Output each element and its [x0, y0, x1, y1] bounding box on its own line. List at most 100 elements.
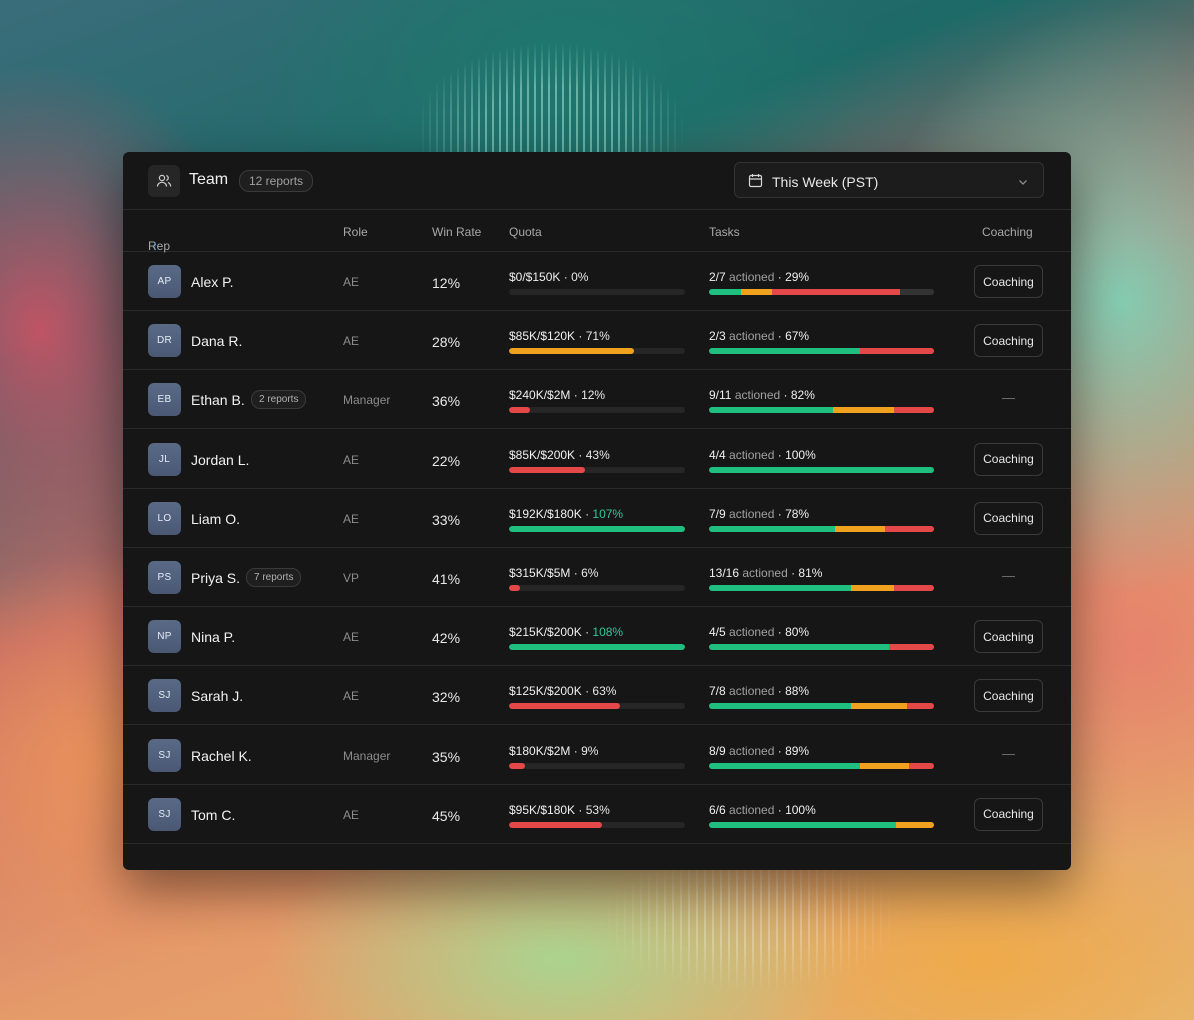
- rep-name[interactable]: Liam O.: [191, 510, 241, 527]
- column-header-coaching[interactable]: Coaching: [982, 225, 1033, 239]
- background-stripes-top: [380, 0, 720, 160]
- tasks-actioned-label: actioned: [729, 802, 775, 817]
- avatar: SJ: [148, 797, 181, 831]
- tasks-segment-amber: [895, 821, 934, 828]
- rep-reports-badge: 2 reports: [251, 390, 307, 410]
- quota-label: $85K/$120K · 71%: [509, 329, 610, 344]
- quota-progress-fill: [509, 525, 685, 532]
- table-row[interactable]: SJ Sarah J. AE 32% $125K/$200K · 63% 7/8 acti…: [123, 666, 1071, 726]
- rep-name[interactable]: Priya S.: [191, 570, 241, 586]
- rep-win-rate: 28%: [432, 334, 461, 351]
- tasks-segment-red: [907, 703, 934, 710]
- tasks-percent: 100%: [785, 447, 816, 462]
- tasks-count: 7/9: [709, 506, 726, 521]
- tasks-label: 7/8 actioned · 88%: [709, 684, 810, 699]
- tasks-percent: 89%: [785, 743, 810, 758]
- quota-progress-fill: [509, 466, 585, 473]
- tasks-segment-amber: [835, 525, 885, 532]
- quota-label: $0/$150K · 0%: [509, 270, 589, 284]
- rep-role: AE: [343, 452, 360, 467]
- tasks-label: 8/9 actioned · 89%: [709, 743, 810, 758]
- table-row[interactable]: SJ Rachel K. Manager 35% $180K/$2M · 9% 8/9 a…: [123, 726, 1071, 785]
- rep-name[interactable]: Dana R.: [191, 333, 243, 350]
- avatar: SJ: [148, 679, 181, 713]
- tasks-label: 9/11 actioned · 82%: [709, 388, 815, 403]
- quota-progress-bar: [509, 821, 685, 828]
- table-row[interactable]: LO Liam O. AE 33% $192K/$180K · 107% 7/9 acti…: [123, 489, 1071, 548]
- coaching-unavailable: —: [1002, 568, 1015, 583]
- avatar: DR: [148, 324, 181, 358]
- quota-percent: 53%: [585, 802, 610, 817]
- rep-role: AE: [343, 630, 360, 645]
- period-select[interactable]: This Week (PST): [734, 162, 1044, 198]
- rep-name[interactable]: Jordan L.: [191, 451, 250, 468]
- coaching-button[interactable]: Coaching: [974, 324, 1043, 358]
- quota-percent: 6%: [581, 566, 599, 580]
- rep-name[interactable]: Nina P.: [191, 629, 236, 646]
- quota-percent: 43%: [585, 447, 610, 462]
- column-header-tasks[interactable]: Tasks: [709, 225, 740, 239]
- quota-percent: 0%: [571, 270, 589, 284]
- coaching-button[interactable]: Coaching: [974, 620, 1043, 654]
- column-header-role[interactable]: Role: [343, 225, 368, 239]
- tasks-segment-green: [709, 821, 896, 828]
- column-header-win-rate[interactable]: Win Rate: [432, 225, 482, 239]
- quota-progress-bar: [509, 644, 685, 651]
- rep-name[interactable]: Rachel K.: [191, 747, 252, 764]
- quota-amount: $215K/$200K: [509, 625, 582, 640]
- tasks-label: 4/5 actioned · 80%: [709, 625, 810, 640]
- quota-progress-fill: [509, 407, 531, 414]
- rep-win-rate: 35%: [432, 748, 461, 765]
- table-row[interactable]: NP Nina P. AE 42% $215K/$200K · 108% 4/5 acti…: [123, 607, 1071, 667]
- table-row[interactable]: EB Ethan B. 2 reports Manager 36% $240K/$2M ·…: [123, 370, 1071, 430]
- tasks-segment-red: [889, 644, 934, 651]
- rep-role: AE: [343, 807, 360, 822]
- tasks-progress-bar: [709, 762, 934, 769]
- tasks-segment-red: [884, 525, 934, 532]
- tasks-percent: 29%: [785, 270, 810, 284]
- tasks-percent: 88%: [785, 684, 810, 699]
- tasks-percent: 100%: [785, 802, 816, 817]
- table-row[interactable]: AP Alex P. AE 12% $0/$150K · 0% 2/7 actioned …: [123, 252, 1071, 311]
- quota-progress-bar: [509, 762, 685, 769]
- table-row[interactable]: SJ Tom C. AE 45% $95K/$180K · 53% 6/6 actione…: [123, 785, 1071, 844]
- users-icon: [148, 165, 180, 197]
- coaching-button[interactable]: Coaching: [974, 679, 1043, 713]
- tasks-segment-amber: [850, 585, 894, 591]
- quota-progress-bar: [509, 466, 685, 473]
- table-row[interactable]: PS Priya S. 7 reports VP 41% $315K/$5M · 6% 13…: [123, 548, 1071, 607]
- tasks-segment-track: [900, 289, 934, 295]
- tasks-actioned-label: actioned: [729, 447, 775, 462]
- rep-name[interactable]: Tom C.: [191, 806, 236, 823]
- avatar: SJ: [148, 738, 181, 772]
- tasks-actioned-label: actioned: [729, 270, 775, 284]
- coaching-button[interactable]: Coaching: [974, 265, 1043, 298]
- table-row[interactable]: DR Dana R. AE 28% $85K/$120K · 71% 2/3 action…: [123, 311, 1071, 371]
- quota-amount: $85K/$200K: [509, 447, 576, 462]
- quota-label: $240K/$2M · 12%: [509, 388, 606, 403]
- table-row[interactable]: JL Jordan L. AE 22% $85K/$200K · 43% 4/4 acti…: [123, 430, 1071, 489]
- tasks-label: 13/16 actioned · 81%: [709, 566, 823, 580]
- rep-name[interactable]: Ethan B.: [191, 392, 245, 409]
- avatar: AP: [148, 265, 181, 298]
- tasks-progress-bar: [709, 644, 934, 651]
- panel-header: Team 12 reports This Week (PST): [123, 152, 1071, 210]
- tasks-label: 7/9 actioned · 78%: [709, 506, 810, 521]
- tasks-segment-green: [709, 466, 934, 473]
- tasks-percent: 78%: [785, 506, 810, 521]
- coaching-button[interactable]: Coaching: [974, 797, 1043, 831]
- coaching-button[interactable]: Coaching: [974, 442, 1043, 476]
- rep-name[interactable]: Alex P.: [191, 274, 234, 290]
- coaching-button[interactable]: Coaching: [974, 501, 1043, 535]
- rep-name[interactable]: Sarah J.: [191, 688, 244, 705]
- column-header-quota[interactable]: Quota: [509, 225, 542, 239]
- quota-label: $125K/$200K · 63%: [509, 684, 617, 699]
- tasks-actioned-label: actioned: [729, 625, 775, 640]
- quota-percent: 9%: [581, 743, 599, 758]
- rep-role: AE: [343, 334, 360, 349]
- quota-label: $95K/$180K · 53%: [509, 802, 610, 817]
- quota-percent: 12%: [581, 388, 606, 403]
- quota-progress-fill: [509, 644, 685, 651]
- tasks-actioned-label: actioned: [729, 684, 775, 699]
- tasks-label: 4/4 actioned · 100%: [709, 447, 816, 462]
